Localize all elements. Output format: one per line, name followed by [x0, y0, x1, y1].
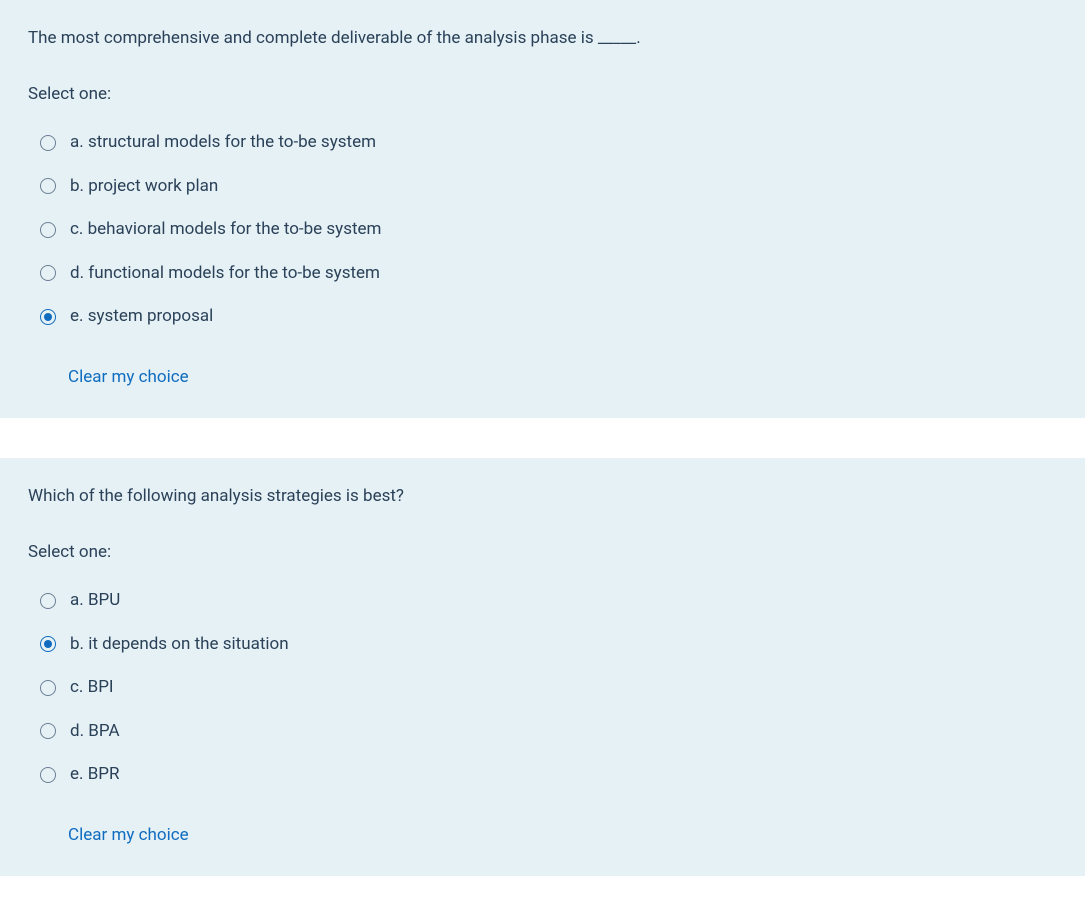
option-label[interactable]: b. it depends on the situation — [70, 632, 289, 658]
option-label[interactable]: a. structural models for the to-be syste… — [70, 130, 376, 156]
question-prompt: Which of the following analysis strategi… — [28, 484, 1057, 510]
radio-checked-icon[interactable] — [40, 309, 56, 325]
option-row[interactable]: c. BPI — [28, 666, 1057, 710]
question-prompt: The most comprehensive and complete deli… — [28, 26, 1057, 52]
question-block: The most comprehensive and complete deli… — [0, 0, 1085, 418]
select-one-label: Select one: — [28, 540, 1057, 566]
radio-unchecked-icon[interactable] — [40, 178, 56, 194]
option-label[interactable]: a. BPU — [70, 588, 120, 614]
clear-choice-link[interactable]: Clear my choice — [28, 823, 1057, 849]
option-row[interactable]: d. functional models for the to-be syste… — [28, 252, 1057, 296]
option-row[interactable]: a. BPU — [28, 579, 1057, 623]
radio-unchecked-icon[interactable] — [40, 135, 56, 151]
option-row[interactable]: b. it depends on the situation — [28, 623, 1057, 667]
option-row[interactable]: a. structural models for the to-be syste… — [28, 121, 1057, 165]
option-label[interactable]: c. behavioral models for the to-be syste… — [70, 217, 381, 243]
question-block: Which of the following analysis strategi… — [0, 458, 1085, 876]
option-row[interactable]: e. BPR — [28, 753, 1057, 797]
option-label[interactable]: e. BPR — [70, 762, 120, 788]
option-row[interactable]: c. behavioral models for the to-be syste… — [28, 208, 1057, 252]
radio-unchecked-icon[interactable] — [40, 723, 56, 739]
radio-unchecked-icon[interactable] — [40, 767, 56, 783]
option-row[interactable]: d. BPA — [28, 710, 1057, 754]
radio-checked-icon[interactable] — [40, 636, 56, 652]
option-label[interactable]: c. BPI — [70, 675, 114, 701]
clear-choice-link[interactable]: Clear my choice — [28, 365, 1057, 391]
option-label[interactable]: d. BPA — [70, 719, 120, 745]
select-one-label: Select one: — [28, 82, 1057, 108]
option-label[interactable]: e. system proposal — [70, 304, 213, 330]
radio-unchecked-icon[interactable] — [40, 265, 56, 281]
option-row[interactable]: b. project work plan — [28, 165, 1057, 209]
option-row[interactable]: e. system proposal — [28, 295, 1057, 339]
radio-unchecked-icon[interactable] — [40, 222, 56, 238]
radio-unchecked-icon[interactable] — [40, 680, 56, 696]
option-label[interactable]: d. functional models for the to-be syste… — [70, 261, 380, 287]
option-label[interactable]: b. project work plan — [70, 174, 218, 200]
radio-unchecked-icon[interactable] — [40, 593, 56, 609]
